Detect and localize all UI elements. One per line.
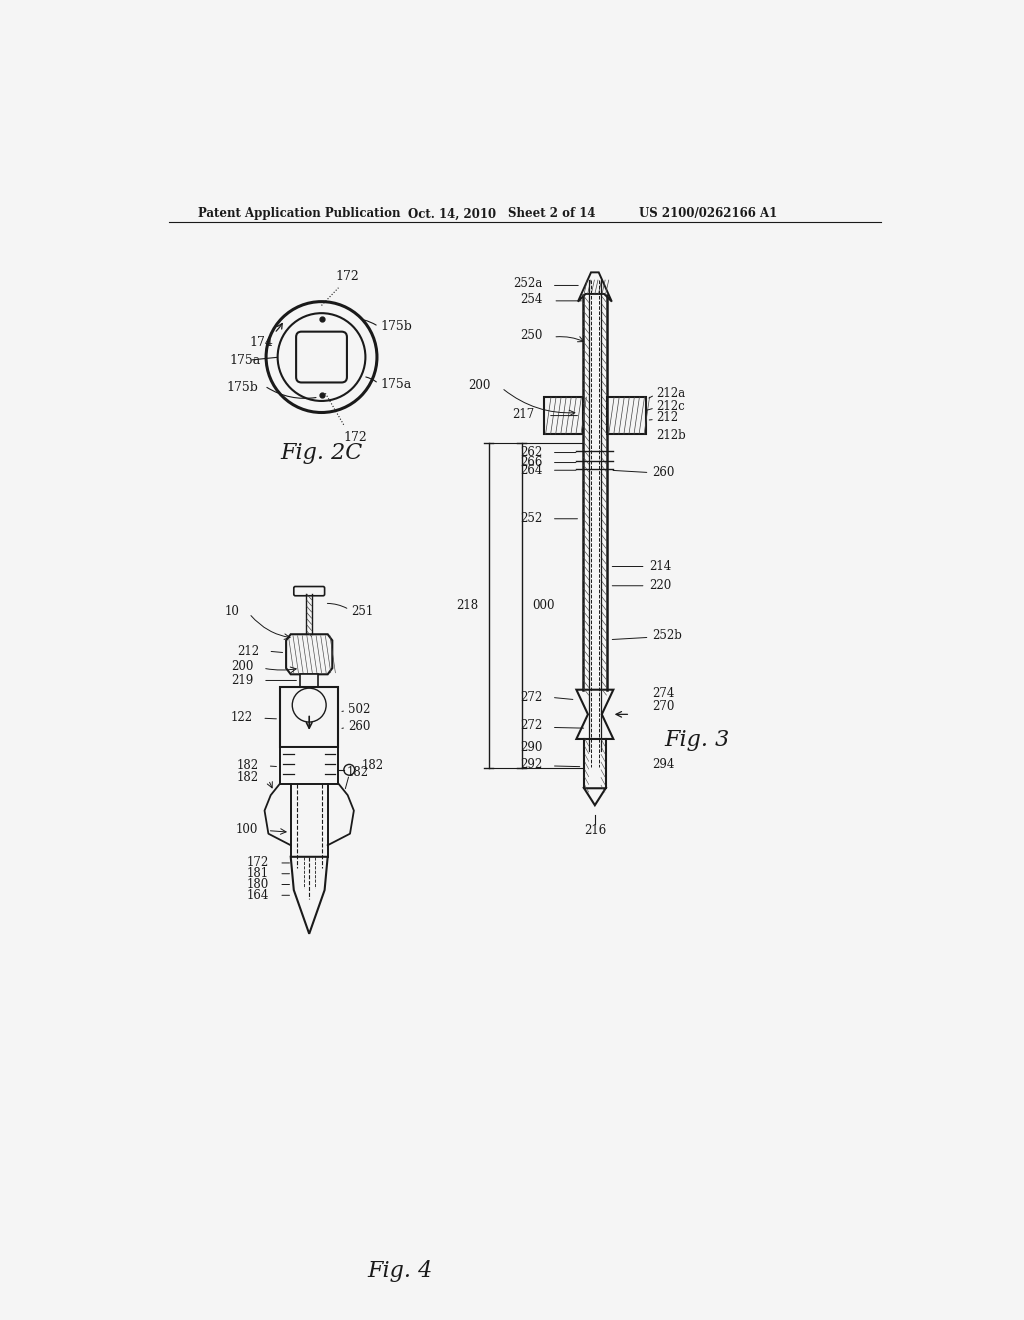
Text: 100: 100 [236,824,258,837]
Text: 212b: 212b [656,429,686,442]
Text: 270: 270 [652,700,674,713]
Text: 294: 294 [652,758,674,771]
Text: 212: 212 [656,412,679,425]
Text: 172: 172 [247,857,269,870]
Text: 182: 182 [237,771,258,784]
Text: 172: 172 [343,430,367,444]
Text: US 2100/0262166 A1: US 2100/0262166 A1 [639,207,777,220]
Text: 212: 212 [237,644,259,657]
Text: 10: 10 [225,605,240,618]
Text: 175b: 175b [380,319,412,333]
Text: 122: 122 [230,711,253,723]
Text: 216: 216 [584,824,606,837]
Text: 260: 260 [348,721,370,733]
Text: 266: 266 [520,455,543,469]
Text: 290: 290 [520,741,543,754]
Polygon shape [584,788,605,805]
Bar [280,686,339,747]
Text: Fig. 4: Fig. 4 [367,1261,432,1283]
Text: 220: 220 [649,579,672,593]
Text: 182: 182 [237,759,258,772]
Text: 174: 174 [249,323,283,348]
Text: 212c: 212c [656,400,685,413]
Polygon shape [291,857,328,933]
Text: 175a: 175a [229,354,260,367]
Text: Patent Application Publication: Patent Application Publication [198,207,400,220]
Text: 180: 180 [247,878,269,891]
Text: 262: 262 [520,446,543,459]
Bar [607,397,646,434]
Polygon shape [577,689,613,739]
Text: 182: 182 [361,759,384,772]
Text: 274: 274 [652,686,674,700]
Text: 175b: 175b [226,381,258,395]
Text: 252: 252 [520,512,543,525]
Text: 502: 502 [348,704,370,717]
Text: 000: 000 [532,599,555,612]
Text: Sheet 2 of 14: Sheet 2 of 14 [508,207,595,220]
FancyBboxPatch shape [294,586,325,595]
Text: 252b: 252b [652,630,682,643]
Text: 292: 292 [520,758,543,771]
Text: 254: 254 [520,293,543,306]
Polygon shape [286,635,333,675]
Text: 164: 164 [247,888,269,902]
Text: 200: 200 [468,379,490,392]
Text: 217: 217 [513,408,535,421]
Bar [280,747,339,784]
Text: Fig. 3: Fig. 3 [665,729,729,751]
Text: 172: 172 [336,271,359,284]
Text: 175a: 175a [380,379,412,391]
Text: 260: 260 [652,466,674,479]
Text: 272: 272 [520,690,543,704]
Text: 252a: 252a [513,277,543,290]
Text: Fig. 2C: Fig. 2C [281,442,362,463]
Text: 181: 181 [247,867,269,880]
FancyBboxPatch shape [296,331,347,383]
Text: Oct. 14, 2010: Oct. 14, 2010 [408,207,496,220]
Bar [300,675,318,686]
Text: 182: 182 [346,766,369,779]
Text: 251: 251 [351,605,374,618]
Bar [544,397,583,434]
Text: 250: 250 [520,329,543,342]
Text: 200: 200 [231,660,254,673]
Text: 212a: 212a [656,387,686,400]
Polygon shape [578,272,611,302]
Text: 219: 219 [231,675,254,686]
Text: 214: 214 [649,560,672,573]
Text: 264: 264 [520,463,543,477]
Text: 218: 218 [456,599,478,612]
Text: 272: 272 [520,719,543,733]
